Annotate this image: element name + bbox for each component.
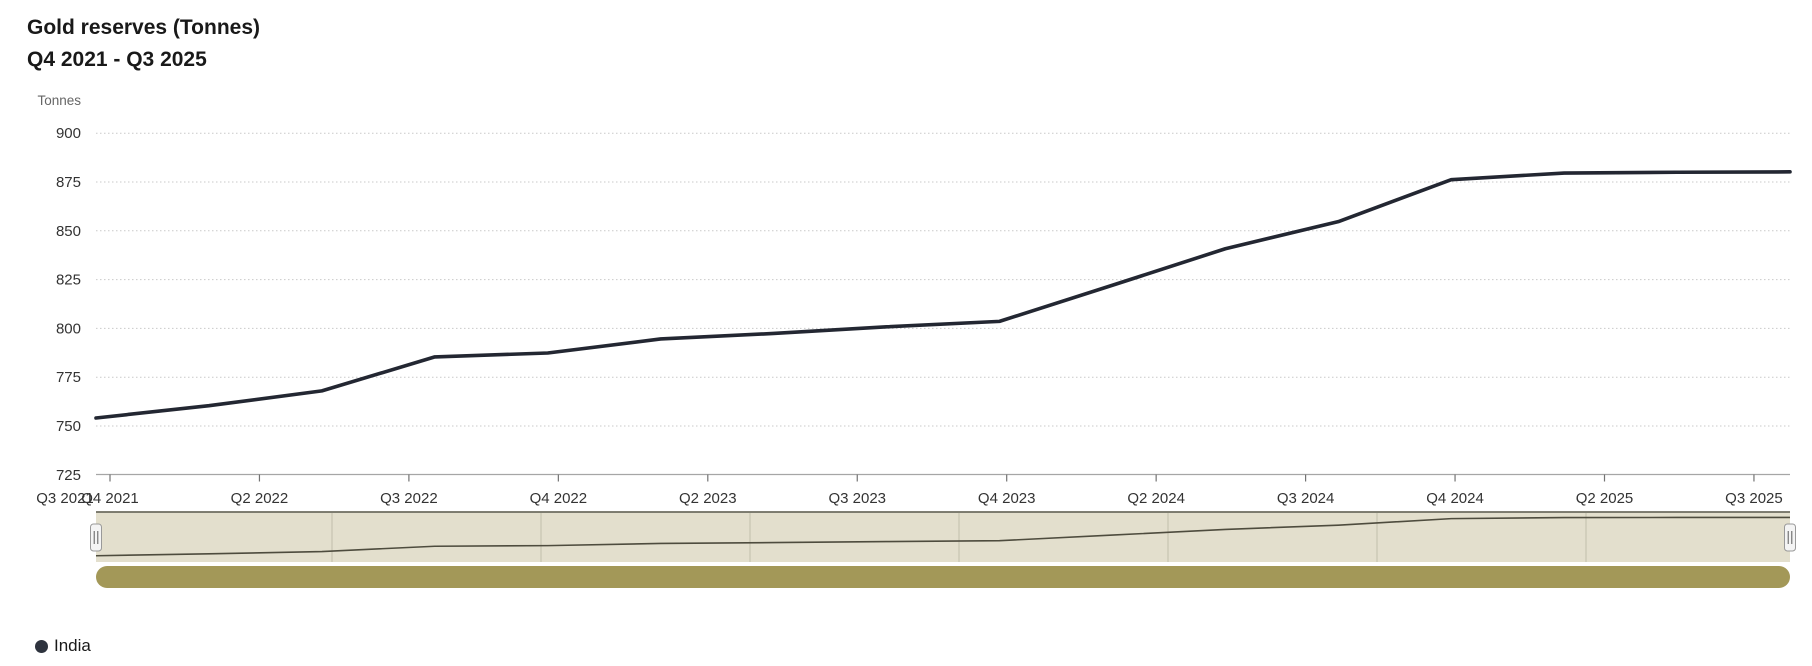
y-axis-label: 850	[56, 223, 81, 240]
x-axis-label: Q2 2024	[1127, 490, 1185, 507]
y-axis-label: 750	[56, 418, 81, 435]
x-axis-label: Q4 2021	[81, 490, 139, 507]
navigator-left-handle[interactable]	[90, 523, 102, 552]
y-axis-label: 900	[56, 125, 81, 142]
x-axis-label: Q4 2023	[978, 490, 1036, 507]
y-axis-label: 825	[56, 272, 81, 289]
chart-title: Gold reserves (Tonnes)	[27, 16, 261, 39]
y-axis-label: 775	[56, 369, 81, 386]
legend-item-india[interactable]: India	[35, 636, 91, 656]
y-axis-label: 800	[56, 320, 81, 337]
series-line-india	[94, 170, 1792, 420]
scrollbar-thumb[interactable]	[96, 566, 1790, 588]
y-axis-title: Tonnes	[37, 93, 81, 108]
y-axis-label: 875	[56, 174, 81, 191]
navigator-right-handle[interactable]	[1784, 523, 1796, 552]
navigator-series-line	[95, 516, 1791, 557]
navigator-mask[interactable]	[96, 512, 1790, 562]
x-axis-label: Q3 2023	[828, 490, 886, 507]
x-axis-label: Q2 2022	[231, 490, 289, 507]
y-axis-label: 725	[56, 467, 81, 484]
legend-label: India	[54, 636, 91, 655]
chart-subtitle: Q4 2021 - Q3 2025	[27, 48, 207, 71]
x-axis-label: Q4 2022	[530, 490, 588, 507]
x-axis-label: Q3 2024	[1277, 490, 1335, 507]
x-axis-label: Q2 2025	[1576, 490, 1634, 507]
x-axis-label: Q4 2024	[1426, 490, 1484, 507]
x-axis-label-edge-overlap: Q3 2021	[36, 490, 94, 507]
x-axis-label: Q2 2023	[679, 490, 737, 507]
legend-marker-icon	[35, 639, 48, 653]
x-axis-label: Q3 2025	[1725, 490, 1783, 507]
plot-area[interactable]	[96, 125, 1790, 475]
x-axis-label: Q3 2022	[380, 490, 438, 507]
